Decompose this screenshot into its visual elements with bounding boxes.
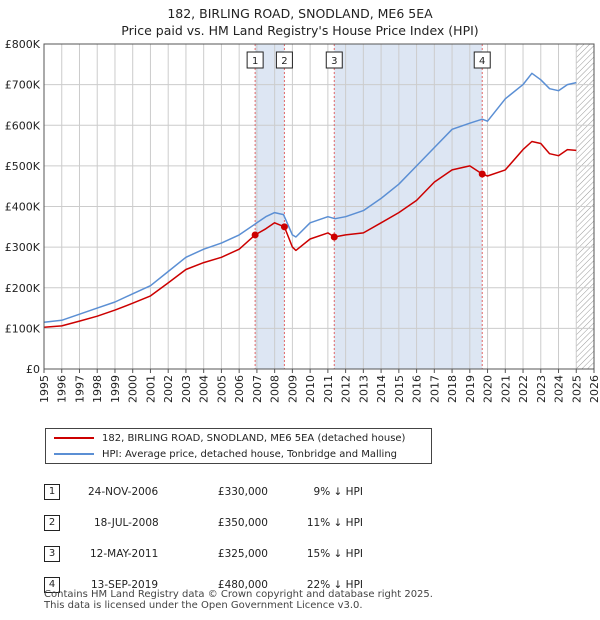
sale-hpi-diff: 22% ↓ HPI [306, 578, 363, 591]
sale-date: 12-MAY-2011 [90, 547, 159, 560]
sale-date: 18-JUL-2008 [94, 516, 159, 529]
y-tick-label: £600K [5, 119, 41, 132]
y-tick-label: £100K [5, 322, 41, 335]
x-tick-label: 2016 [411, 375, 424, 403]
sale-price: £325,000 [217, 547, 268, 560]
sale-label-text: 4 [479, 56, 485, 67]
sale-number-badge: 4 [44, 576, 60, 593]
x-tick-label: 2017 [428, 375, 441, 403]
x-tick-label: 2018 [446, 375, 459, 403]
sale-point [478, 170, 486, 178]
footer: Contains HM Land Registry data © Crown c… [44, 589, 433, 611]
sale-label-text: 2 [281, 56, 287, 67]
x-tick-label: 2000 [127, 375, 140, 403]
price-chart: 1 2 3 4 £0 £100K £200K £300K £400K £500K £600K £70… [5, 38, 600, 403]
sale-point [280, 223, 288, 231]
x-tick-label: 2013 [357, 375, 370, 403]
sales-table: 1 24-NOV-2006 £330,000 9% ↓ HPI 2 18-JUL… [44, 476, 363, 600]
sale-point [330, 233, 338, 241]
x-tick-label: 2002 [162, 375, 175, 403]
x-tick-label: 2006 [233, 375, 246, 403]
sale-price: £330,000 [217, 485, 268, 498]
y-tick-label: £400K [5, 201, 41, 214]
property-series-line [43, 140, 577, 328]
x-tick-label: 1999 [109, 375, 122, 403]
sale-hpi-diff: 11% ↓ HPI [306, 516, 363, 529]
x-tick-label: 2001 [144, 375, 157, 403]
x-tick-label: 2022 [517, 375, 530, 403]
x-tick-label: 2020 [482, 375, 495, 403]
sale-label-text: 3 [331, 56, 337, 67]
x-tick-label: 1996 [56, 375, 69, 403]
sale-label-box [325, 51, 343, 69]
x-tick-label: 1995 [38, 375, 51, 403]
x-tick-label: 2007 [251, 375, 264, 403]
y-tick-label: £200K [5, 282, 41, 295]
table-row: 1 24-NOV-2006 £330,000 9% ↓ HPI [44, 476, 363, 507]
y-tick-label: £500K [5, 160, 41, 173]
footer-copyright: Contains HM Land Registry data © Crown c… [44, 589, 433, 600]
sale-price: £480,000 [217, 578, 268, 591]
x-tick-label: 2023 [535, 375, 548, 403]
x-tick-label: 2011 [322, 375, 335, 403]
legend: 182, BIRLING ROAD, SNODLAND, ME6 5EA (de… [45, 428, 432, 464]
legend-item-hpi: HPI: Average price, detached house, Tonb… [54, 447, 397, 461]
x-tick-label: 2003 [180, 375, 193, 403]
legend-swatch-hpi [54, 453, 94, 455]
sale-label-text: 1 [252, 56, 258, 67]
sale-hpi-diff: 15% ↓ HPI [306, 547, 363, 560]
legend-label-hpi: HPI: Average price, detached house, Tonb… [102, 448, 398, 460]
x-tick-label: 1998 [91, 375, 104, 403]
legend-swatch-property [54, 437, 94, 439]
x-tick-label: 1997 [73, 375, 86, 403]
chart-subtitle: Price paid vs. HM Land Registry's House … [121, 23, 479, 38]
x-tick-label: 2012 [340, 375, 353, 403]
x-tick-label: 2005 [215, 375, 228, 403]
x-tick-label: 2019 [464, 375, 477, 403]
x-tick-label: 2008 [269, 375, 282, 403]
table-row: 2 18-JUL-2008 £350,000 11% ↓ HPI [44, 507, 363, 538]
sale-date: 13-SEP-2019 [91, 578, 159, 591]
footer-licence: This data is licensed under the Open Gov… [44, 600, 363, 611]
sale-label-box [473, 51, 491, 69]
y-tick-label: £0 [26, 363, 40, 376]
legend-item-property: 182, BIRLING ROAD, SNODLAND, ME6 5EA (de… [54, 431, 405, 445]
sale-price: £350,000 [217, 516, 268, 529]
table-row: 3 12-MAY-2011 £325,000 15% ↓ HPI [44, 538, 363, 569]
x-tick-label: 2014 [375, 375, 388, 403]
y-tick-label: £300K [5, 241, 41, 254]
sale-number-badge: 2 [44, 514, 60, 531]
legend-label-property: 182, BIRLING ROAD, SNODLAND, ME6 5EA (de… [102, 432, 406, 444]
x-tick-label: 2021 [499, 375, 512, 403]
sale-label-box [275, 51, 293, 69]
x-tick-label: 2024 [553, 375, 566, 403]
table-row: 4 13-SEP-2019 £480,000 22% ↓ HPI [44, 569, 363, 600]
chart-title: 182, BIRLING ROAD, SNODLAND, ME6 5EA [167, 6, 433, 21]
sale-label-box [246, 51, 264, 69]
x-tick-label: 2004 [198, 375, 211, 403]
x-tick-label: 2025 [570, 375, 583, 403]
x-tick-label: 2026 [588, 375, 600, 403]
sale-number-badge: 1 [44, 483, 60, 500]
hpi-series-line [43, 72, 577, 324]
sale-date: 24-NOV-2006 [88, 485, 159, 498]
x-tick-label: 2015 [393, 375, 406, 403]
sale-hpi-diff: 9% ↓ HPI [313, 485, 363, 498]
x-tick-label: 2010 [304, 375, 317, 403]
x-tick-label: 2009 [286, 375, 299, 403]
sale-number-badge: 3 [44, 545, 60, 562]
y-tick-label: £800K [5, 38, 41, 51]
y-tick-label: £700K [5, 79, 41, 92]
sale-point [251, 231, 259, 239]
plot-frame [43, 43, 595, 370]
